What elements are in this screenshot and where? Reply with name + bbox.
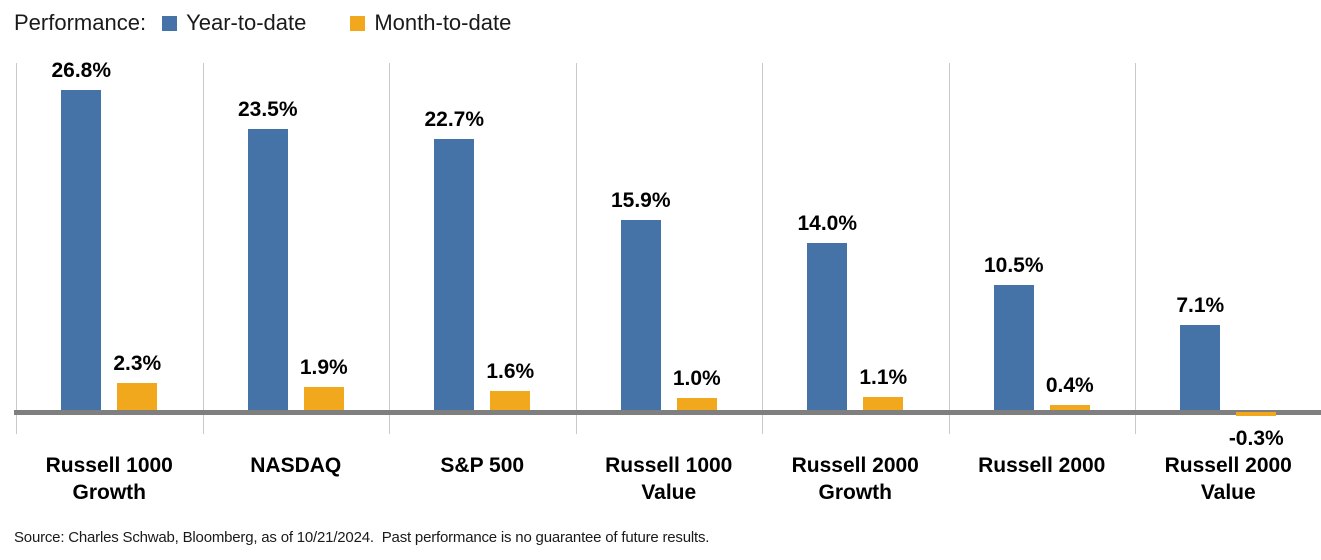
legend-title: Performance: bbox=[14, 10, 147, 35]
value-label-year-to-date-russell-2000-value: 7.1% bbox=[1176, 294, 1225, 317]
category-label-russell-2000-value: Russell 2000 Value bbox=[1164, 454, 1292, 505]
category-separator-gridline bbox=[16, 63, 17, 434]
bar-month-to-date-russell-2000 bbox=[1049, 405, 1090, 410]
category-separator-gridline bbox=[948, 63, 950, 434]
chart-legend: Performance: Year-to-date Month-to-date bbox=[14, 10, 555, 36]
year-to-date-swatch-icon bbox=[162, 15, 178, 31]
bar-month-to-date-russell-2000-value bbox=[1236, 412, 1277, 416]
value-label-month-to-date-russell-1000-value: 1.0% bbox=[672, 367, 721, 390]
bar-year-to-date-nasdaq bbox=[247, 129, 288, 410]
value-label-month-to-date-russell-2000-value: -0.3% bbox=[1228, 427, 1284, 450]
category-label-russell-2000-growth: Russell 2000 Growth bbox=[791, 454, 919, 505]
bar-year-to-date-russell-2000-growth bbox=[807, 243, 848, 410]
category-label-russell-1000-growth: Russell 1000 Growth bbox=[45, 454, 173, 505]
legend-label-month-to-date: Month-to-date bbox=[374, 10, 512, 35]
legend-label-year-to-date: Year-to-date bbox=[186, 10, 307, 35]
category-label-russell-1000-value: Russell 1000 Value bbox=[605, 454, 733, 505]
bar-month-to-date-russell-1000-value bbox=[676, 398, 717, 410]
bar-month-to-date-russell-1000-growth bbox=[117, 383, 158, 410]
legend-item-month-to-date: Month-to-date bbox=[350, 10, 511, 36]
category-label-s-p-500: S&P 500 bbox=[440, 454, 525, 477]
value-label-year-to-date-nasdaq: 23.5% bbox=[237, 98, 298, 121]
x-axis-line bbox=[14, 410, 1321, 415]
bar-year-to-date-russell-1000-value bbox=[620, 220, 661, 410]
value-label-year-to-date-russell-2000: 10.5% bbox=[983, 254, 1044, 277]
category-label-nasdaq: NASDAQ bbox=[250, 454, 342, 477]
bar-year-to-date-s-p-500 bbox=[434, 139, 475, 410]
category-separator-gridline bbox=[1135, 63, 1136, 434]
category-separator-gridline bbox=[389, 63, 390, 434]
legend-item-year-to-date: Year-to-date bbox=[162, 10, 306, 36]
bar-year-to-date-russell-2000 bbox=[993, 285, 1034, 410]
value-label-month-to-date-russell-2000-growth: 1.1% bbox=[859, 366, 908, 389]
category-separator-gridline bbox=[202, 63, 204, 434]
value-label-month-to-date-nasdaq: 1.9% bbox=[299, 356, 348, 379]
source-note: Source: Charles Schwab, Bloomberg, as of… bbox=[14, 529, 710, 546]
value-label-year-to-date-s-p-500: 22.7% bbox=[424, 108, 485, 131]
bar-month-to-date-nasdaq bbox=[303, 387, 344, 410]
bar-month-to-date-russell-2000-growth bbox=[863, 397, 904, 410]
category-separator-gridline bbox=[762, 63, 763, 434]
bar-year-to-date-russell-1000-growth bbox=[61, 90, 102, 410]
value-label-year-to-date-russell-2000-growth: 14.0% bbox=[797, 212, 858, 235]
category-separator-gridline bbox=[575, 63, 577, 434]
month-to-date-swatch-icon bbox=[350, 15, 366, 31]
value-label-month-to-date-s-p-500: 1.6% bbox=[486, 360, 535, 383]
value-label-year-to-date-russell-1000-value: 15.9% bbox=[610, 189, 671, 212]
category-label-russell-2000: Russell 2000 bbox=[978, 454, 1106, 477]
bar-year-to-date-russell-2000-value bbox=[1180, 325, 1221, 410]
value-label-year-to-date-russell-1000-growth: 26.8% bbox=[51, 59, 112, 82]
value-label-month-to-date-russell-2000: 0.4% bbox=[1045, 374, 1094, 397]
bar-month-to-date-s-p-500 bbox=[490, 391, 531, 410]
value-label-month-to-date-russell-1000-growth: 2.3% bbox=[113, 352, 162, 375]
